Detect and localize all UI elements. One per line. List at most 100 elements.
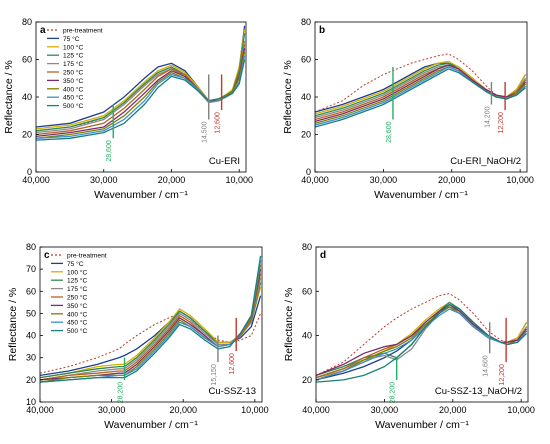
- x-tick-label: 20,000: [438, 175, 466, 185]
- series-group: [315, 53, 527, 128]
- x-tick-label: 10,000: [241, 405, 269, 415]
- annotation-label-1: 14,200: [484, 106, 491, 128]
- legend-label-6: 350 °C: [67, 302, 87, 310]
- x-tick-label: 20,000: [439, 405, 467, 415]
- legend-label-4: 175 °C: [67, 285, 87, 293]
- plot-frame: [315, 246, 529, 403]
- y-tick-label: 80: [302, 242, 312, 252]
- y-tick-label: 0: [306, 167, 311, 177]
- series-line-0: [315, 53, 526, 113]
- y-tick-label: 70: [26, 264, 36, 274]
- annotation-label-1: 14,600: [483, 355, 490, 377]
- panel-letter: b: [319, 25, 325, 36]
- plot-frame: [39, 246, 263, 403]
- x-tick-label: 30,000: [371, 405, 399, 415]
- series-line-0: [40, 312, 262, 374]
- legend-label-0: pre-treatment: [67, 253, 107, 260]
- y-axis-label: Reflectance / %: [283, 288, 295, 362]
- legend-label-3: 125 °C: [67, 277, 87, 285]
- legend-label-5: 250 °C: [67, 294, 87, 302]
- panel-c: 28,200 15,150 12,600 40,000 30,000 20,000 10,0…: [7, 242, 269, 431]
- y-tick-label: 40: [302, 331, 312, 341]
- panel-letter: a: [40, 25, 46, 36]
- annotation-label-2: 12,200: [499, 364, 506, 386]
- y-tick-label: 60: [22, 55, 32, 65]
- legend-label-1: 75 °C: [67, 260, 84, 268]
- sample-label: Cu-SSZ-13: [208, 386, 256, 397]
- series-line-6: [315, 64, 527, 123]
- legend-label-5: 250 °C: [63, 69, 83, 77]
- y-tick-label: 50: [26, 308, 36, 318]
- annotation-label-0: 28,200: [118, 382, 125, 404]
- x-tick-label: 40,000: [302, 405, 330, 415]
- x-tick-label: 40,000: [22, 175, 50, 185]
- x-tick-label: 30,000: [370, 175, 398, 185]
- y-tick-label: 40: [22, 92, 32, 102]
- series-line-2: [36, 29, 246, 130]
- x-tick-label: 10,000: [507, 405, 535, 415]
- annotation-label-0: 28,600: [386, 121, 393, 143]
- legend-label-3: 125 °C: [63, 52, 83, 60]
- y-tick-label: 40: [301, 92, 311, 102]
- y-tick-label: 20: [26, 375, 36, 385]
- series-line-9: [315, 68, 527, 128]
- legend-label-9: 500 °C: [67, 327, 87, 335]
- series-group: [36, 25, 246, 141]
- x-tick-label: 40,000: [301, 175, 329, 185]
- x-tick-label: 10,000: [225, 175, 253, 185]
- x-axis-label: Wavenumber / cm⁻¹: [374, 189, 468, 201]
- panel-a: 28,600 14,500 12,600 40,000 30,000 20,000 10,0…: [3, 17, 253, 201]
- panel-letter: d: [320, 250, 326, 261]
- annotation-label-2: 12,600: [229, 353, 236, 375]
- y-axis-label: Reflectance / %: [282, 60, 294, 134]
- x-axis-label: Wavenumber / cm⁻¹: [94, 189, 188, 201]
- series-line-4: [315, 64, 527, 119]
- y-axis-label: Reflectance / %: [3, 60, 15, 134]
- series-line-9: [40, 255, 262, 383]
- annotation-label-2: 12,600: [215, 112, 222, 134]
- y-tick-label: 30: [26, 353, 36, 363]
- series-group: [316, 292, 528, 383]
- series-line-9: [36, 59, 246, 141]
- legend-label-6: 350 °C: [63, 77, 83, 85]
- legend-label-8: 450 °C: [67, 319, 87, 327]
- series-line-6: [316, 303, 528, 377]
- y-tick-label: 0: [27, 167, 32, 177]
- x-axis-label: Wavenumber / cm⁻¹: [104, 419, 198, 431]
- annotation-label-1: 15,150: [211, 364, 218, 386]
- annotation-label-2: 12,200: [498, 112, 505, 134]
- y-axis-label: Reflectance / %: [7, 288, 19, 362]
- annotation-label-0: 28,200: [390, 382, 397, 404]
- x-tick-label: 40,000: [26, 405, 54, 415]
- x-tick-label: 20,000: [169, 405, 197, 415]
- legend-label-9: 500 °C: [63, 102, 83, 110]
- series-line-8: [316, 308, 528, 381]
- panel-letter: c: [44, 250, 50, 261]
- x-tick-label: 10,000: [506, 175, 534, 185]
- sample-label: Cu-SSZ-13_NaOH/2: [435, 386, 522, 397]
- legend-label-2: 100 °C: [67, 268, 87, 276]
- legend-label-7: 400 °C: [63, 85, 83, 93]
- x-tick-label: 30,000: [98, 405, 126, 415]
- legend-label-7: 400 °C: [67, 310, 87, 318]
- y-tick-label: 80: [26, 242, 36, 252]
- y-tick-label: 60: [301, 55, 311, 65]
- series-line-9: [316, 303, 528, 383]
- series-line-8: [40, 260, 262, 383]
- legend-label-0: pre-treatment: [63, 28, 103, 35]
- legend-label-1: 75 °C: [63, 35, 80, 43]
- y-tick-label: 10: [26, 397, 36, 407]
- y-tick-label: 80: [301, 17, 311, 27]
- y-tick-label: 20: [301, 130, 311, 140]
- y-tick-label: 60: [302, 286, 312, 296]
- panel-b: 28,600 14,200 12,200 40,000 30,000 20,000 10,0…: [282, 17, 534, 201]
- x-tick-label: 30,000: [90, 175, 118, 185]
- sample-label: Cu-ERI_NaOH/2: [450, 156, 521, 167]
- y-tick-label: 20: [22, 130, 32, 140]
- series-group: [40, 255, 262, 383]
- y-tick-label: 40: [26, 331, 36, 341]
- x-tick-label: 20,000: [158, 175, 186, 185]
- sample-label: Cu-ERI: [209, 156, 240, 167]
